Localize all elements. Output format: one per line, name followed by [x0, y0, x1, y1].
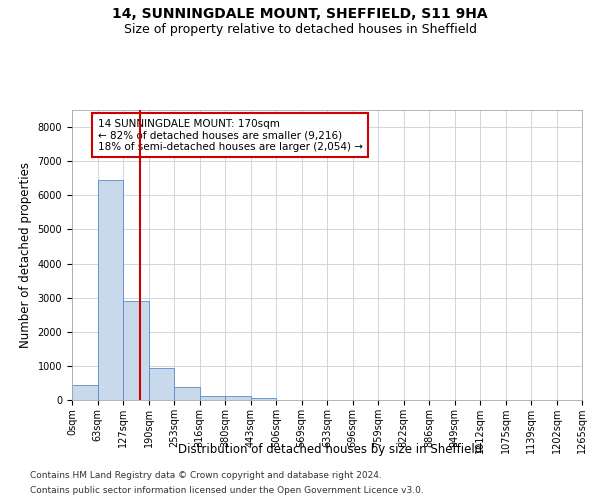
Bar: [149, 368, 174, 400]
Bar: [199, 396, 225, 400]
Text: Size of property relative to detached houses in Sheffield: Size of property relative to detached ho…: [124, 22, 476, 36]
Bar: [123, 301, 149, 400]
Bar: [97, 180, 123, 400]
Text: 14, SUNNINGDALE MOUNT, SHEFFIELD, S11 9HA: 14, SUNNINGDALE MOUNT, SHEFFIELD, S11 9H…: [112, 8, 488, 22]
Bar: [174, 388, 199, 400]
Bar: [251, 398, 276, 400]
Text: Distribution of detached houses by size in Sheffield: Distribution of detached houses by size …: [178, 442, 482, 456]
Text: 14 SUNNINGDALE MOUNT: 170sqm
← 82% of detached houses are smaller (9,216)
18% of: 14 SUNNINGDALE MOUNT: 170sqm ← 82% of de…: [97, 118, 362, 152]
Bar: [72, 386, 97, 400]
Text: Contains public sector information licensed under the Open Government Licence v3: Contains public sector information licen…: [30, 486, 424, 495]
Y-axis label: Number of detached properties: Number of detached properties: [19, 162, 32, 348]
Text: Contains HM Land Registry data © Crown copyright and database right 2024.: Contains HM Land Registry data © Crown c…: [30, 471, 382, 480]
Bar: [225, 396, 251, 400]
